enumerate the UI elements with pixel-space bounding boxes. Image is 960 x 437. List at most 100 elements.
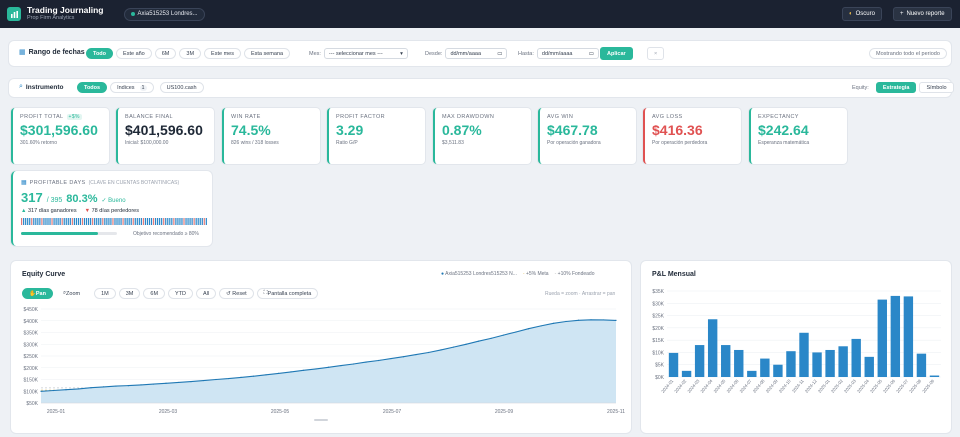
kpi-value: 3.29	[336, 122, 364, 138]
new-report-button[interactable]: + Nuevo reporte	[893, 7, 952, 21]
x-tick-label: 2024-12	[804, 378, 818, 394]
equity-point	[290, 371, 292, 373]
account-selector[interactable]: Axia515253 Londres...	[123, 7, 205, 21]
legend-account-label: Axia515253 Londres515253 N...	[445, 271, 517, 277]
equity-chart[interactable]: $50K $100K $150K $200K $250K $300K $350K $400K $…	[11, 301, 631, 433]
equity-point	[427, 351, 430, 354]
win-day-mark	[167, 218, 169, 225]
win-day-mark	[39, 218, 41, 225]
range-pill[interactable]: Esta semana	[243, 48, 291, 59]
kpi-title-text: PROFIT TOTAL	[20, 114, 64, 120]
pnl-bar	[812, 352, 822, 377]
to-date-input[interactable]: dd/mm/aaaa ▭	[536, 48, 599, 59]
x-tick-label: 2025-04	[856, 378, 870, 394]
equity-point	[552, 322, 555, 324]
equity-point	[115, 385, 117, 387]
app-logo-icon	[7, 7, 21, 21]
mode-strategy-toggle[interactable]: Estrategia	[875, 82, 917, 93]
range-pill[interactable]: Todo	[86, 48, 114, 59]
pnl-bar	[707, 319, 718, 377]
equity-point	[402, 356, 405, 358]
pan-button[interactable]: ✋ Pan	[22, 288, 53, 299]
loss-day-mark	[41, 218, 43, 225]
win-day-mark	[191, 218, 193, 225]
range-pill[interactable]: 6M	[154, 48, 177, 59]
theme-toggle-button[interactable]: ◐ Oscuro	[842, 7, 882, 21]
kpi-card: PROFIT TOTAL +$% $301,596.60 301.60% retorn…	[11, 108, 109, 164]
loss-day-mark	[183, 218, 185, 225]
kpi-badge: +$%	[66, 114, 82, 120]
legend-goal-5: - +5% Meta	[523, 271, 549, 277]
kpi-value: $416.36	[652, 122, 703, 138]
range-pill[interactable]: 3M	[179, 48, 202, 59]
win-day-mark	[43, 218, 45, 225]
win-day-mark	[126, 218, 128, 225]
fullscreen-button[interactable]: ⛶ Pantalla completa	[256, 288, 319, 299]
win-day-mark	[75, 218, 78, 225]
win-day-mark	[128, 218, 130, 225]
instrument-symbol-pill[interactable]: US100.cash	[159, 82, 204, 93]
win-day-mark	[181, 218, 183, 225]
equity-point	[502, 334, 505, 336]
kpi-subtitle: Por operación ganadora	[547, 140, 601, 146]
x-tick-label: 2025-09	[495, 409, 514, 415]
win-day-mark	[106, 218, 108, 225]
kpi-card: EXPECTANCY $242.64 Esperanza matemática	[749, 108, 847, 164]
range-pills: Todo Este año 6M 3M Este mes Esta semana	[86, 48, 291, 59]
win-day-mark	[140, 218, 142, 225]
x-tick-label: 2025-03	[159, 409, 178, 415]
x-tick-label: 2024-04	[699, 378, 713, 394]
equity-range-button[interactable]: YTD	[168, 288, 194, 299]
instrument-indices-pill[interactable]: Indices 1	[110, 82, 154, 93]
month-select[interactable]: --- seleccionar mes --- ▾	[323, 48, 408, 59]
y-tick-label: $20K	[652, 326, 664, 332]
app-subtitle: Prop Firm Analytics	[27, 15, 75, 21]
loss-day-mark	[112, 218, 114, 225]
mode-symbol-toggle[interactable]: Símbolo	[919, 82, 954, 93]
month-select-value: --- seleccionar mes ---	[328, 50, 383, 57]
loss-day-mark	[152, 218, 155, 225]
search-icon: ⌕	[19, 83, 23, 90]
calendar-icon: ▭	[497, 50, 503, 57]
win-day-mark	[63, 218, 65, 225]
equity-range-button[interactable]: 1M	[94, 288, 116, 299]
x-tick-label: 2024-09	[765, 378, 779, 394]
win-day-mark	[136, 218, 138, 225]
from-date-input[interactable]: dd/mm/aaaa ▭	[445, 48, 508, 59]
calendar-icon: ▦	[21, 180, 27, 186]
legend-account: ● Axia515253 Londres515253 N...	[441, 271, 517, 277]
scroll-handle[interactable]	[314, 419, 328, 421]
apply-button[interactable]: Aplicar	[600, 47, 633, 60]
equity-point	[602, 319, 605, 321]
win-day-mark	[57, 218, 59, 225]
equity-range-button[interactable]: 6M	[143, 288, 166, 299]
kpi-title-text: AVG WIN	[547, 114, 574, 120]
x-tick-label: 2024-06	[726, 378, 740, 394]
instrument-all-pill[interactable]: Todos	[77, 82, 108, 93]
zoom-button[interactable]: ⌕ Zoom	[55, 288, 88, 299]
equity-range-button[interactable]: 3M	[118, 288, 141, 299]
win-day-mark	[185, 218, 187, 225]
date-range-title: Rango de fechas	[28, 48, 85, 56]
kpi-subtitle: $3,511.83	[442, 140, 464, 146]
profitable-days-target: Objetivo recomendado ≥ 80%	[133, 231, 199, 237]
range-pill[interactable]: Este mes	[204, 48, 241, 59]
range-pill[interactable]: Este año	[116, 48, 152, 59]
profitable-days-title: PROFITABLE DAYS	[29, 179, 86, 186]
win-day-mark	[27, 218, 29, 225]
profitable-days-hint: (CLAVE EN CUENTAS BOTANTINICAS)	[88, 179, 180, 186]
loss-day-mark	[163, 218, 165, 225]
win-day-mark	[108, 218, 110, 225]
reset-zoom-button[interactable]: ↺ Reset	[219, 288, 254, 299]
legend-dash-icon: -	[554, 271, 558, 277]
x-tick-label: 2025-06	[882, 378, 896, 394]
kpi-value: $401,596.60	[125, 122, 203, 138]
kpi-title: BALANCE FINAL	[125, 114, 207, 120]
equity-range-button[interactable]: All	[196, 288, 217, 299]
clear-button[interactable]: ×	[647, 47, 665, 60]
theme-toggle-label: Oscuro	[855, 11, 875, 17]
y-tick-label: $200K	[24, 366, 39, 372]
pan-label: Pan	[35, 290, 46, 297]
win-day-mark	[150, 218, 153, 225]
winning-days: ▲ 317 días ganadores	[21, 208, 77, 214]
